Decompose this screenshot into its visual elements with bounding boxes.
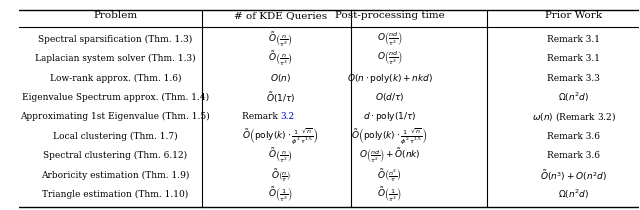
- Text: $O\left(\frac{nd}{\tau^3}\right)$: $O\left(\frac{nd}{\tau^3}\right)$: [377, 30, 403, 48]
- Text: Problem: Problem: [93, 11, 138, 20]
- Text: $\Omega(n^2d)$: $\Omega(n^2d)$: [558, 188, 589, 201]
- Text: $\tilde{O}\left(\frac{n}{\tau^3}\right)$: $\tilde{O}\left(\frac{n}{\tau^3}\right)$: [268, 30, 293, 49]
- Text: Approximating 1st Eigenvalue (Thm. 1.5): Approximating 1st Eigenvalue (Thm. 1.5): [20, 112, 210, 121]
- Text: Arboricity estimation (Thm. 1.9): Arboricity estimation (Thm. 1.9): [41, 171, 189, 180]
- Text: Low-rank approx. (Thm. 1.6): Low-rank approx. (Thm. 1.6): [50, 74, 181, 83]
- Text: Remark 3.1: Remark 3.1: [547, 35, 600, 44]
- Text: $O\left(n \cdot \mathrm{poly}\left(k\right) + nkd\right)$: $O\left(n \cdot \mathrm{poly}\left(k\rig…: [346, 71, 433, 84]
- Text: $O(n)$: $O(n)$: [270, 72, 291, 84]
- Text: Local clustering (Thm. 1.7): Local clustering (Thm. 1.7): [53, 132, 178, 141]
- Text: Remark 3.1: Remark 3.1: [547, 54, 600, 63]
- Text: $\tilde{O}\left(\frac{n}{\tau^2}\right)$: $\tilde{O}\left(\frac{n}{\tau^2}\right)$: [268, 146, 293, 165]
- Text: $O\left(\frac{nd}{\tau^3}\right)$: $O\left(\frac{nd}{\tau^3}\right)$: [377, 50, 403, 67]
- Text: $\tilde{O}\left(\mathrm{poly}(k) \cdot \frac{1}{\phi^2} \frac{\sqrt{n}}{\tau^{1.: $\tilde{O}\left(\mathrm{poly}(k) \cdot \…: [243, 126, 319, 146]
- Text: # of KDE Queries: # of KDE Queries: [234, 11, 327, 20]
- Text: $\omega(n)$ (Remark 3.2): $\omega(n)$ (Remark 3.2): [531, 110, 616, 123]
- Text: Prior Work: Prior Work: [545, 11, 602, 20]
- Text: Triangle estimation (Thm. 1.10): Triangle estimation (Thm. 1.10): [42, 190, 189, 199]
- Text: Post-processing time: Post-processing time: [335, 11, 445, 20]
- Text: Remark: Remark: [242, 112, 281, 121]
- Text: $\tilde{O}\left(\frac{n^2}{\tau}\right)$: $\tilde{O}\left(\frac{n^2}{\tau}\right)$: [378, 167, 402, 184]
- Text: $\tilde{O}(1/\tau)$: $\tilde{O}(1/\tau)$: [266, 90, 296, 105]
- Text: Spectral clustering (Thm. 6.12): Spectral clustering (Thm. 6.12): [44, 151, 188, 160]
- Text: Laplacian system solver (Thm. 1.3): Laplacian system solver (Thm. 1.3): [35, 54, 196, 63]
- Text: Remark 3.6: Remark 3.6: [547, 132, 600, 141]
- Text: Spectral sparsification (Thm. 1.3): Spectral sparsification (Thm. 1.3): [38, 34, 193, 44]
- Text: $d \cdot \mathrm{poly}(1/\tau)$: $d \cdot \mathrm{poly}(1/\tau)$: [363, 110, 417, 123]
- Text: $\Omega(n^2d)$: $\Omega(n^2d)$: [558, 91, 589, 104]
- Text: $\tilde{O}\left(\frac{n}{\tau^3}\right)$: $\tilde{O}\left(\frac{n}{\tau^3}\right)$: [268, 49, 293, 68]
- Text: Remark 3.3: Remark 3.3: [547, 74, 600, 83]
- Text: $O\left(\frac{nd}{\tau^2}\right) + \tilde{O}\left(nk\right)$: $O\left(\frac{nd}{\tau^2}\right) + \tild…: [359, 146, 420, 165]
- Text: $\tilde{O}\left(\frac{1}{\tau^3}\right)$: $\tilde{O}\left(\frac{1}{\tau^3}\right)$: [268, 185, 293, 204]
- Text: Remark 3.6: Remark 3.6: [547, 151, 600, 160]
- Text: $\tilde{O}(n^3) + O(n^2d)$: $\tilde{O}(n^3) + O(n^2d)$: [540, 168, 607, 183]
- Text: $\tilde{O}\left(\frac{n}{\tau}\right)$: $\tilde{O}\left(\frac{n}{\tau}\right)$: [271, 167, 291, 184]
- Text: $\tilde{O}\left(\mathrm{poly}(k) \cdot \frac{1}{\phi^2} \frac{\sqrt{n}}{\tau^{1.: $\tilde{O}\left(\mathrm{poly}(k) \cdot \…: [351, 126, 428, 146]
- Text: Eigenvalue Spectrum approx. (Thm. 1.4): Eigenvalue Spectrum approx. (Thm. 1.4): [22, 93, 209, 102]
- Text: $O(d/\tau)$: $O(d/\tau)$: [375, 92, 404, 104]
- Text: $\tilde{O}\left(\frac{1}{\tau^3}\right)$: $\tilde{O}\left(\frac{1}{\tau^3}\right)$: [378, 185, 402, 204]
- Text: 3.2: 3.2: [281, 112, 295, 121]
